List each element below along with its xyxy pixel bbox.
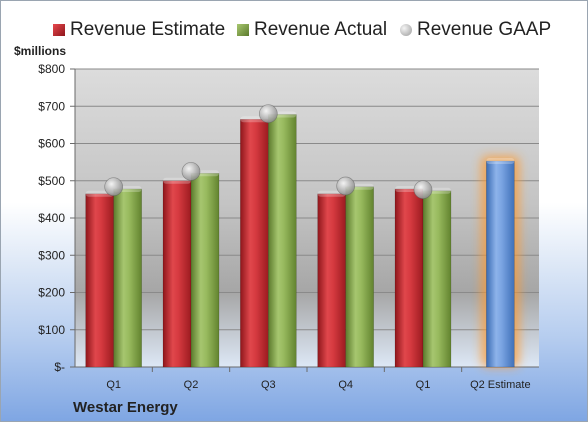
company-name: Westar Energy — [73, 399, 178, 416]
bar-revenue-actual — [113, 188, 142, 368]
bar-revenue-actual — [268, 114, 297, 368]
bar-revenue-estimate — [317, 193, 346, 368]
bar-revenue-estimate — [85, 193, 114, 368]
y-tick-label: $700 — [38, 99, 65, 113]
y-tick-label: $400 — [38, 211, 65, 225]
x-tick-label: Q3 — [261, 379, 276, 391]
bar-revenue-estimate-cap — [163, 177, 191, 184]
point-revenue-gaap — [181, 162, 201, 181]
bar-q2-estimate-cap — [486, 158, 515, 165]
point-revenue-gaap — [104, 177, 124, 197]
y-tick-label: $200 — [38, 286, 65, 300]
legend-marker-estimate — [53, 24, 65, 36]
bar-q2-estimate — [486, 160, 515, 368]
legend-marker-actual — [237, 24, 249, 36]
point-revenue-gaap — [413, 180, 433, 200]
legend-label-estimate: Revenue Estimate — [70, 19, 226, 40]
x-tick-label: Q4 — [338, 379, 353, 391]
legend-item-revenue-estimate: Revenue Estimate — [53, 17, 225, 43]
bar-revenue-actual — [190, 173, 220, 368]
x-tick-label: Q2 Estimate — [470, 379, 531, 391]
y-tick-label: $- — [54, 360, 65, 374]
point-revenue-gaap — [258, 104, 278, 124]
bar-revenue-estimate — [162, 180, 192, 368]
point-revenue-gaap — [336, 176, 356, 196]
legend-item-revenue-actual: Revenue Actual — [237, 17, 387, 43]
legend-marker-gaap — [400, 24, 412, 36]
bar-revenue-estimate-cap — [317, 190, 346, 197]
y-tick-label: $300 — [38, 248, 65, 262]
y-axis-unit-label: $millions — [14, 44, 67, 58]
x-tick-label: Q2 — [184, 379, 199, 391]
y-tick-label: $600 — [38, 137, 65, 151]
bar-revenue-estimate — [394, 188, 424, 368]
legend-item-revenue-gaap: Revenue GAAP — [400, 17, 551, 43]
x-tick-label: Q1 — [106, 379, 121, 391]
x-tick-label: Q1 — [416, 379, 431, 391]
legend: Revenue Estimate Revenue Actual Revenue … — [1, 17, 587, 43]
bar-revenue-estimate — [240, 119, 269, 368]
bar-revenue-actual — [422, 190, 452, 368]
y-tick-label: $500 — [38, 174, 65, 188]
legend-label-gaap: Revenue GAAP — [417, 19, 552, 40]
legend-label-actual: Revenue Actual — [254, 19, 388, 40]
bar-revenue-actual — [345, 186, 374, 368]
y-tick-label: $800 — [38, 62, 65, 76]
y-tick-label: $100 — [38, 323, 65, 337]
